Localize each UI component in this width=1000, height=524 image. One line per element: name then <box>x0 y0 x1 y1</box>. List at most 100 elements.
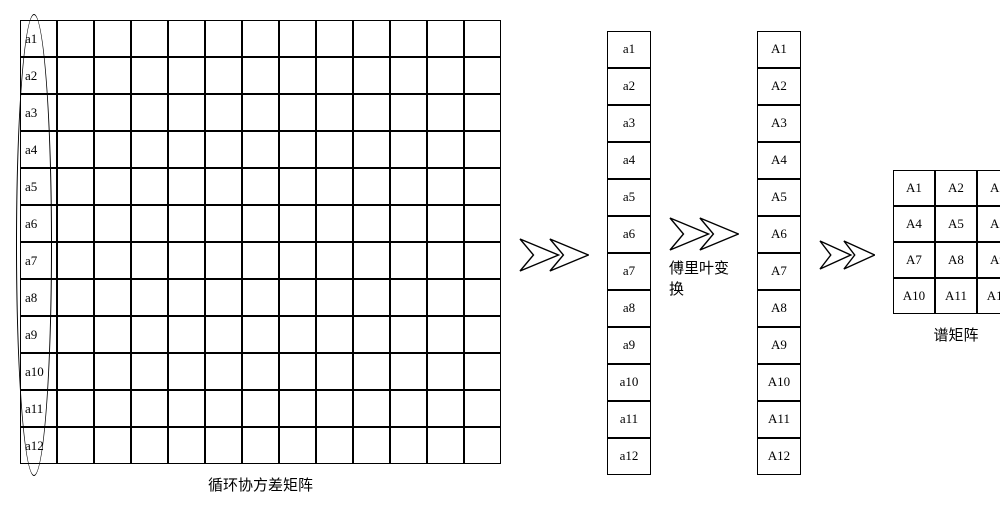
matrix-cell <box>242 57 279 94</box>
vector-cell: a7 <box>607 253 651 290</box>
matrix-cell <box>242 390 279 427</box>
matrix-cell <box>316 205 353 242</box>
matrix-cell <box>464 20 501 57</box>
matrix-cell <box>205 390 242 427</box>
spectral-cell: A8 <box>935 242 977 278</box>
matrix-cell <box>94 20 131 57</box>
matrix-cell <box>168 131 205 168</box>
matrix-cell <box>316 279 353 316</box>
vector-cell: A11 <box>757 401 801 438</box>
circulant-matrix-block: a1a2a3a4a5a6a7a8a9a10a11a12 循环协方差矩阵 <box>20 20 501 495</box>
vector-cell: a4 <box>607 142 651 179</box>
matrix-cell <box>390 427 427 464</box>
matrix-cell <box>168 168 205 205</box>
spectral-cell: A2 <box>935 170 977 206</box>
matrix-cell: a5 <box>20 168 57 205</box>
vector-cell: a12 <box>607 438 651 475</box>
matrix-cell <box>168 94 205 131</box>
matrix-cell <box>205 242 242 279</box>
matrix-cell: a7 <box>20 242 57 279</box>
spectral-cell: A9 <box>977 242 1000 278</box>
matrix-cell <box>131 57 168 94</box>
matrix-cell: a10 <box>20 353 57 390</box>
matrix-cell <box>353 205 390 242</box>
matrix-cell <box>353 168 390 205</box>
matrix-cell <box>168 316 205 353</box>
matrix-cell: a11 <box>20 390 57 427</box>
matrix-cell <box>464 316 501 353</box>
vector-cell: A12 <box>757 438 801 475</box>
matrix-cell <box>390 279 427 316</box>
circulant-matrix: a1a2a3a4a5a6a7a8a9a10a11a12 <box>20 20 501 464</box>
matrix-cell <box>279 205 316 242</box>
matrix-cell <box>131 131 168 168</box>
vector-cell: a11 <box>607 401 651 438</box>
matrix-cell <box>168 353 205 390</box>
matrix-cell <box>279 279 316 316</box>
matrix-cell <box>316 94 353 131</box>
matrix-cell <box>464 279 501 316</box>
vector-cell: A8 <box>757 290 801 327</box>
matrix-cell: a8 <box>20 279 57 316</box>
matrix-cell <box>390 94 427 131</box>
matrix-cell <box>242 353 279 390</box>
matrix-cell <box>464 205 501 242</box>
vector-A-block: A1A2A3A4A5A6A7A8A9A10A11A12 <box>757 31 801 485</box>
matrix-cell: a4 <box>20 131 57 168</box>
vector-a: a1a2a3a4a5a6a7a8a9a10a11a12 <box>607 31 651 475</box>
matrix-cell <box>390 57 427 94</box>
matrix-cell <box>131 353 168 390</box>
matrix-cell <box>168 57 205 94</box>
matrix-cell <box>464 242 501 279</box>
matrix-cell <box>316 316 353 353</box>
matrix-cell <box>427 168 464 205</box>
matrix-cell <box>316 390 353 427</box>
matrix-cell <box>427 390 464 427</box>
matrix-cell <box>279 57 316 94</box>
matrix-cell <box>464 168 501 205</box>
matrix-cell <box>168 205 205 242</box>
matrix-cell <box>427 427 464 464</box>
matrix-cell <box>242 205 279 242</box>
vector-cell: a10 <box>607 364 651 401</box>
spectral-cell: A6 <box>977 206 1000 242</box>
matrix-cell <box>353 316 390 353</box>
matrix-cell <box>57 205 94 242</box>
vector-cell: a9 <box>607 327 651 364</box>
matrix-cell <box>427 131 464 168</box>
matrix-cell <box>464 131 501 168</box>
matrix-cell <box>279 168 316 205</box>
matrix-cell <box>57 353 94 390</box>
matrix-cell <box>205 168 242 205</box>
matrix-cell <box>131 390 168 427</box>
matrix-cell <box>279 242 316 279</box>
matrix-cell <box>57 279 94 316</box>
arrow-1-wrap <box>519 238 589 278</box>
matrix-cell <box>242 168 279 205</box>
matrix-cell: a2 <box>20 57 57 94</box>
matrix-cell <box>353 57 390 94</box>
matrix-cell <box>353 427 390 464</box>
vector-cell: A10 <box>757 364 801 401</box>
matrix-cell <box>57 94 94 131</box>
matrix-cell <box>279 131 316 168</box>
matrix-cell <box>94 427 131 464</box>
matrix-cell <box>427 205 464 242</box>
vector-cell: a6 <box>607 216 651 253</box>
matrix-cell: a6 <box>20 205 57 242</box>
arrow-2-label: 傅里叶变换 <box>669 257 739 299</box>
spectral-cell: A5 <box>935 206 977 242</box>
matrix-cell <box>390 316 427 353</box>
matrix-cell <box>390 131 427 168</box>
matrix-cell <box>427 353 464 390</box>
matrix-cell <box>427 316 464 353</box>
matrix-cell <box>279 390 316 427</box>
matrix-cell <box>390 390 427 427</box>
arrow-1-icon <box>519 238 589 272</box>
spectral-cell: A7 <box>893 242 935 278</box>
matrix-cell <box>57 131 94 168</box>
matrix-cell <box>427 279 464 316</box>
vector-a-block: a1a2a3a4a5a6a7a8a9a10a11a12 <box>607 31 651 485</box>
matrix-cell <box>94 205 131 242</box>
matrix-cell <box>427 242 464 279</box>
